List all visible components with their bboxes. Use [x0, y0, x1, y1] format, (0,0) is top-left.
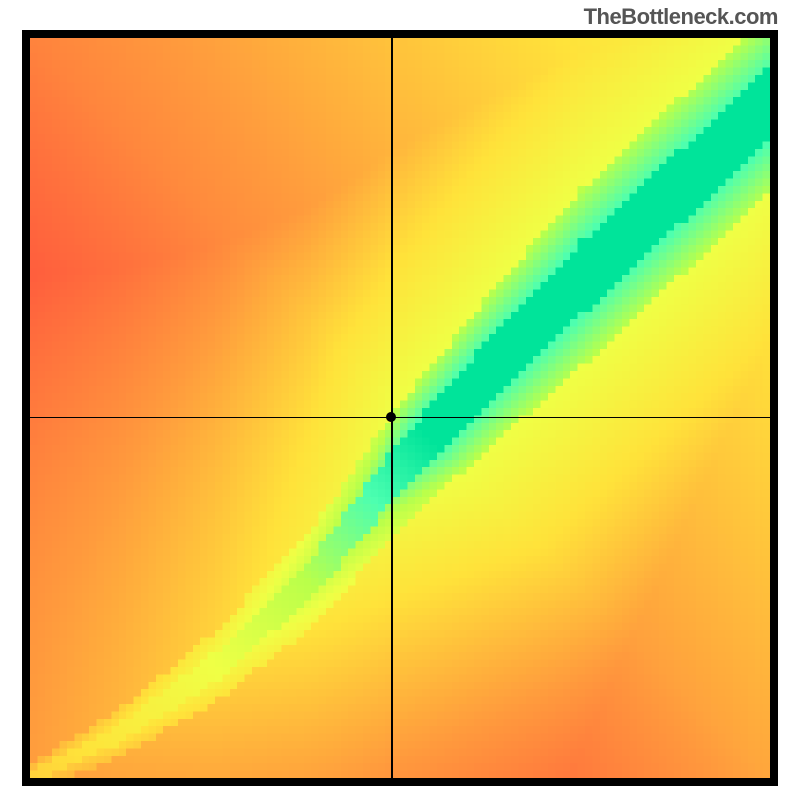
crosshair-marker	[386, 412, 396, 422]
chart-frame	[22, 30, 778, 786]
crosshair-vertical	[391, 38, 393, 778]
bottleneck-heatmap	[30, 38, 770, 778]
watermark-text: TheBottleneck.com	[584, 4, 778, 30]
crosshair-horizontal	[30, 417, 770, 419]
